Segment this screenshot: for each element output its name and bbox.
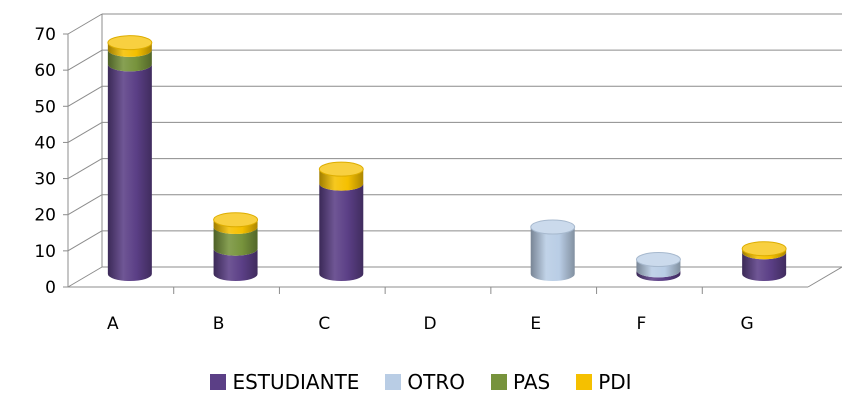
bar-segment — [213, 227, 258, 256]
gridline-side — [67, 158, 103, 180]
y-tick-label: 10 — [34, 242, 56, 262]
legend-swatch — [385, 374, 402, 390]
y-tick-label: 40 — [34, 133, 56, 153]
legend: ESTUDIANTE OTRO PAS PDI — [0, 370, 842, 394]
legend-swatch — [576, 374, 593, 390]
x-tick-label: F — [637, 314, 647, 334]
gridline-side — [67, 230, 103, 252]
gridline-side — [67, 121, 103, 143]
bar-top-cap — [107, 35, 153, 51]
legend-item: PDI — [576, 370, 632, 394]
bar-top-cap — [530, 219, 576, 235]
legend-item: ESTUDIANTE — [210, 370, 359, 394]
legend-label: PDI — [598, 370, 632, 394]
bar-segment — [319, 183, 364, 282]
legend-swatch — [491, 374, 508, 390]
legend-label: PAS — [513, 370, 551, 394]
x-tick-label: G — [741, 314, 754, 334]
legend-label: ESTUDIANTE — [232, 370, 360, 394]
bar-top-cap — [318, 161, 364, 177]
bar-segment — [107, 64, 152, 281]
legend-item: PAS — [491, 370, 550, 394]
gridline-side — [67, 13, 103, 35]
bar-top-cap — [635, 252, 681, 268]
y-tick-label: 50 — [34, 97, 56, 117]
gridline-side — [67, 85, 103, 107]
x-tick-label: C — [318, 314, 330, 334]
y-tick-label: 60 — [34, 61, 56, 81]
gridline-side — [67, 49, 103, 71]
chart-svg: 0 10 20 30 40 50 60 70 A B C D E F G — [34, 13, 842, 334]
y-tick-label: 20 — [34, 206, 56, 226]
legend-label: OTRO — [407, 370, 466, 394]
bar-segment — [742, 252, 787, 282]
gridline-side — [67, 194, 103, 216]
y-tick-label: 70 — [34, 25, 56, 45]
bar-segment — [107, 49, 152, 72]
bar-segment — [742, 248, 787, 260]
bar-top-cap — [213, 212, 259, 228]
y-tick-label: 0 — [45, 278, 56, 298]
bar-segment — [319, 169, 364, 191]
x-tick-label: B — [213, 314, 225, 334]
gridline-side — [67, 266, 103, 288]
x-tick-label: E — [530, 314, 541, 334]
x-tick-label: D — [423, 314, 436, 334]
floor-edge — [807, 266, 842, 288]
x-tick-label: A — [107, 314, 119, 334]
bar-segment — [213, 248, 258, 281]
bar-segment — [530, 227, 575, 282]
bar-segment — [636, 270, 681, 282]
y-tick-label: 30 — [34, 170, 56, 190]
legend-swatch — [210, 374, 227, 390]
legend-item: OTRO — [385, 370, 465, 394]
bar-segment — [636, 259, 681, 278]
bar-top-cap — [741, 241, 787, 257]
